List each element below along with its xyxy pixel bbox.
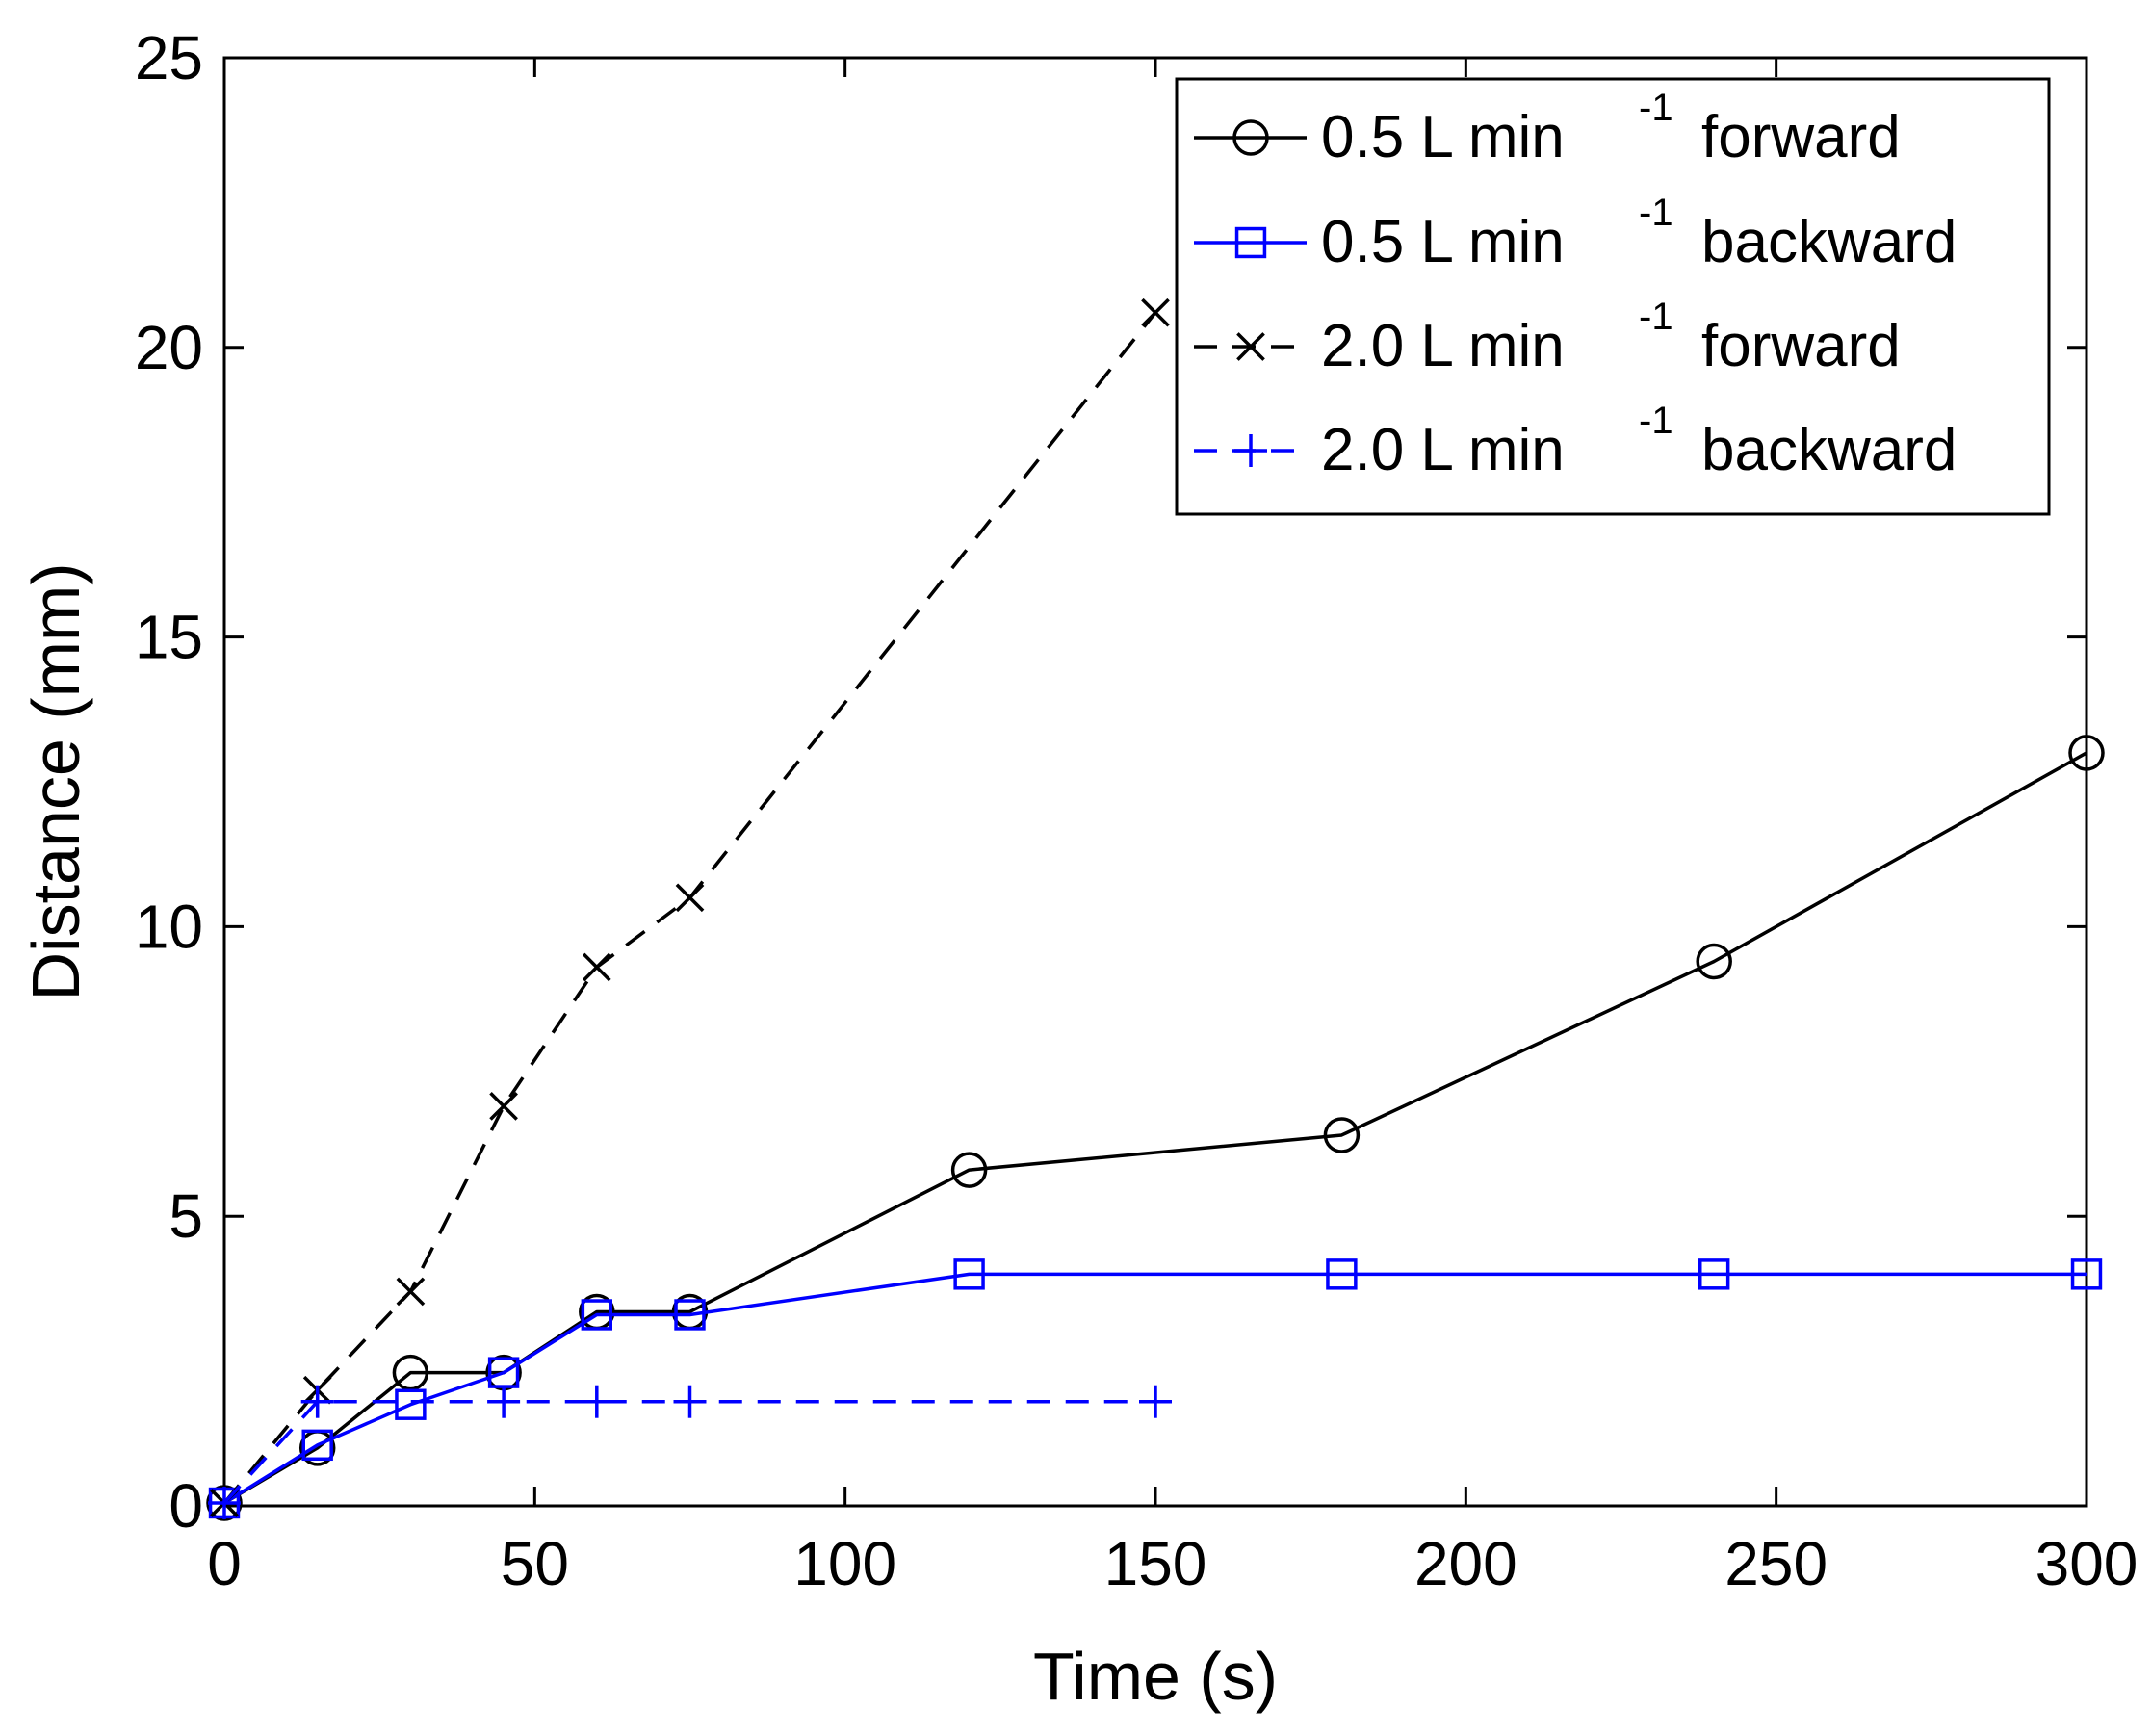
series-4-point [1139, 1385, 1172, 1418]
legend-entry-4: 2.0 L min -1 backward [1194, 400, 1957, 483]
legend-swatch-marker [1236, 332, 1265, 361]
series-4-point [580, 1385, 613, 1418]
y-tick-label: 10 [135, 892, 203, 961]
x-tick-label: 150 [1104, 1529, 1207, 1598]
series-2-point [674, 1299, 706, 1331]
x-tick-label: 0 [207, 1529, 242, 1598]
plot-series [206, 298, 2105, 1521]
x-tick-label: 250 [1724, 1529, 1828, 1598]
legend-superscript: -1 [1639, 87, 1673, 129]
series-3-line [222, 311, 1157, 1505]
legend-direction: forward [1701, 313, 1901, 379]
legend-entry-2: 0.5 L min -1 backward [1194, 192, 1957, 275]
series-2-point [1698, 1258, 1730, 1290]
series-3-point [489, 1092, 518, 1121]
series-4-point [487, 1385, 521, 1418]
series-2-point [1326, 1258, 1358, 1290]
legend-entry-1: 0.5 L min -1 forward [1194, 87, 1901, 170]
legend-swatch-marker [1234, 434, 1267, 467]
series-3-point [582, 952, 611, 982]
legend-entry-3: 2.0 L min -1 forward [1194, 296, 1901, 379]
series-2-point [953, 1258, 985, 1290]
x-tick-label: 50 [501, 1529, 569, 1598]
x-axis-title: Time (s) [1033, 1639, 1278, 1714]
series-4-point [300, 1385, 334, 1418]
series-3-point [396, 1277, 426, 1307]
series-1-point [1323, 1117, 1361, 1153]
series-3-point [1141, 298, 1170, 327]
x-tick-label: 300 [2035, 1529, 2139, 1598]
legend-direction: backward [1701, 209, 1957, 275]
series-4-point [208, 1486, 241, 1519]
y-tick-label: 20 [135, 313, 203, 382]
series-1-line [223, 751, 2087, 1505]
y-tick-label: 15 [135, 603, 203, 672]
x-tick-label: 100 [793, 1529, 896, 1598]
y-tick-label: 0 [169, 1471, 203, 1541]
legend-swatch-marker [1234, 226, 1267, 259]
legend-box [1175, 77, 2051, 516]
legend-superscript: -1 [1639, 192, 1673, 234]
legend-direction: backward [1701, 417, 1957, 483]
legend-superscript: -1 [1639, 400, 1673, 442]
series-4 [208, 1385, 1172, 1519]
x-tick-label: 200 [1414, 1529, 1517, 1598]
legend-superscript: -1 [1639, 296, 1673, 338]
series-2-point [395, 1388, 427, 1420]
legend-direction: forward [1701, 104, 1901, 170]
series-3-point [675, 883, 705, 913]
series-2-line [223, 1272, 2087, 1505]
series-2-point [2070, 1258, 2103, 1290]
legend-label: 0.5 L min [1321, 104, 1565, 170]
series-1-point [2068, 735, 2105, 771]
series-1-point [1696, 943, 1732, 980]
legend-label: 2.0 L min [1321, 313, 1565, 379]
legend-swatch-marker [1232, 119, 1269, 156]
y-tick-label: 5 [169, 1181, 203, 1251]
y-tick-label: 25 [135, 23, 203, 92]
series-3 [210, 298, 1170, 1517]
series-2-point [301, 1429, 333, 1462]
axes: 0 50 100 150 200 250 300 0 5 10 15 20 25 Time (s) Dist… [18, 23, 2138, 1714]
series-2-point [581, 1299, 612, 1331]
y-axis-title: Distance (mm) [18, 562, 93, 1000]
legend-label: 2.0 L min [1321, 417, 1565, 483]
series-4-line [222, 1399, 1155, 1505]
series-4-point [673, 1385, 707, 1418]
legend-label: 0.5 L min [1321, 209, 1565, 275]
series-1-point [950, 1152, 988, 1188]
